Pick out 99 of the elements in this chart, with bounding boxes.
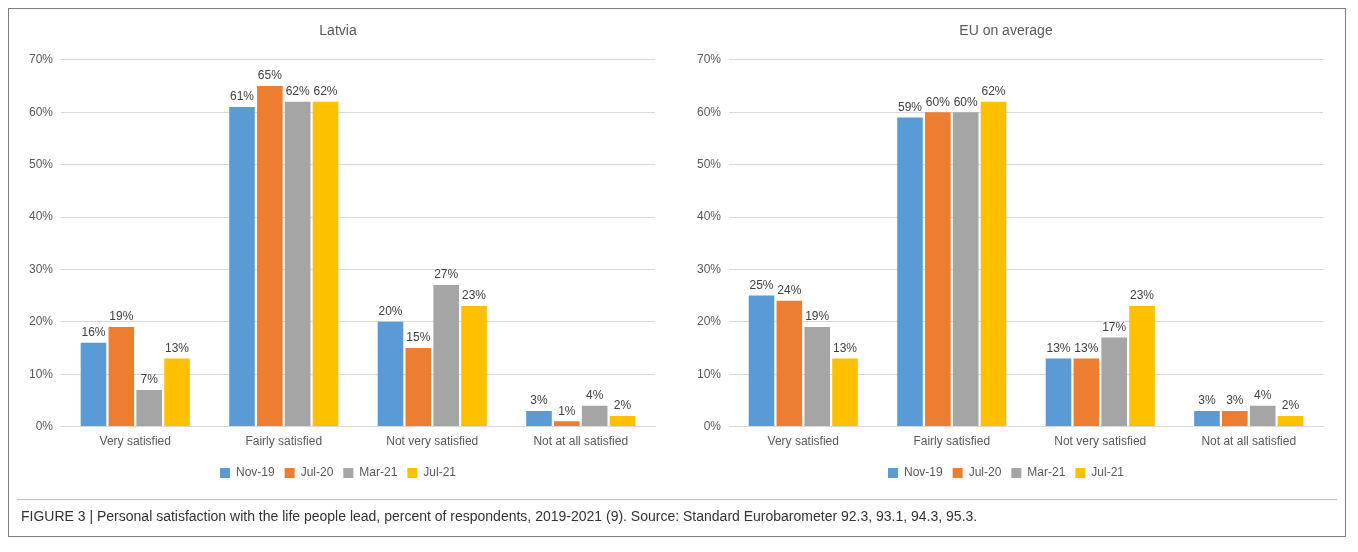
bar — [832, 358, 858, 427]
legend-label: Mar-21 — [359, 465, 398, 480]
x-tick-label: Fairly satisfied — [245, 434, 323, 449]
bar — [405, 348, 432, 427]
bar — [554, 421, 580, 427]
bar — [108, 327, 135, 427]
x-tick-label: Not very satisfied — [386, 434, 479, 449]
bar — [980, 101, 1007, 427]
data-label: 19% — [109, 309, 134, 324]
y-tick-label: 50% — [28, 156, 54, 171]
data-label: 19% — [805, 309, 830, 324]
bar — [609, 416, 636, 427]
bar — [1249, 405, 1276, 427]
bar — [581, 405, 608, 427]
y-tick-label: 30% — [28, 261, 54, 276]
y-tick-label: 0% — [703, 418, 722, 433]
legend-label: Jul-20 — [968, 465, 1002, 480]
x-tick-label: Very satisfied — [99, 434, 171, 449]
data-label: 13% — [1074, 340, 1099, 355]
y-tick-label: 10% — [696, 366, 722, 381]
data-label: 1% — [558, 403, 576, 418]
data-label: 61% — [229, 89, 255, 104]
bar — [164, 358, 190, 427]
bar — [433, 285, 459, 427]
y-tick-label: 70% — [696, 52, 722, 67]
bar — [526, 410, 552, 427]
data-label: 13% — [833, 340, 858, 355]
data-label: 23% — [462, 288, 487, 303]
bar — [136, 389, 162, 427]
bar — [229, 106, 255, 427]
data-label: 17% — [1102, 319, 1127, 334]
chart-title: Latvia — [319, 22, 357, 39]
legend-label: Jul-21 — [423, 465, 457, 480]
data-label: 3% — [530, 393, 548, 408]
data-label: 25% — [749, 277, 774, 292]
data-label: 60% — [953, 94, 979, 109]
data-label: 3% — [1226, 393, 1244, 408]
data-label: 2% — [1281, 398, 1300, 413]
data-label: 59% — [897, 99, 923, 114]
x-tick-label: Not at all satisfied — [1201, 434, 1297, 449]
chart-title: EU on average — [959, 22, 1053, 39]
data-label: 16% — [81, 325, 106, 340]
caption: FIGURE 3 | Personal satisfaction with the life people lead, percent of respondents, 2019-2021 (9). Source: Standard Eurobarometer 92.3, 93.1, 94.3, 95.3. — [21, 508, 979, 524]
legend-label: Jul-20 — [300, 465, 334, 480]
data-label: 62% — [313, 84, 338, 99]
data-label: 3% — [1198, 393, 1216, 408]
bar — [1045, 358, 1072, 427]
bar — [461, 306, 487, 427]
bar — [257, 86, 283, 427]
y-tick-label: 40% — [28, 209, 54, 224]
bar — [952, 112, 979, 427]
y-tick-label: 20% — [28, 314, 54, 329]
data-label: 65% — [257, 68, 283, 83]
bar — [1129, 306, 1155, 427]
data-label: 13% — [165, 340, 190, 355]
y-tick-label: 50% — [696, 156, 722, 171]
data-label: 27% — [434, 267, 459, 282]
data-label: 62% — [981, 84, 1006, 99]
bar — [1073, 358, 1100, 427]
y-tick-label: 30% — [696, 261, 722, 276]
data-label: 15% — [406, 330, 431, 345]
legend-label: Jul-21 — [1091, 465, 1125, 480]
bar — [897, 117, 923, 427]
y-tick-label: 40% — [696, 209, 722, 224]
data-label: 4% — [586, 387, 604, 402]
y-tick-label: 60% — [28, 104, 54, 119]
bar — [284, 101, 311, 427]
bar — [804, 327, 830, 427]
x-tick-label: Not at all satisfied — [533, 434, 629, 449]
bar — [1222, 410, 1248, 427]
data-label: 20% — [378, 304, 403, 319]
bar — [1277, 416, 1304, 427]
y-tick-label: 70% — [28, 52, 54, 67]
legend-label: Nov-19 — [903, 465, 943, 480]
bar — [1101, 337, 1127, 427]
y-tick-label: 0% — [35, 418, 54, 433]
bar — [312, 101, 339, 427]
x-tick-label: Very satisfied — [767, 434, 839, 449]
data-label: 24% — [777, 283, 802, 298]
data-label: 7% — [140, 372, 159, 387]
data-label: 23% — [1130, 288, 1155, 303]
legend-label: Nov-19 — [235, 465, 275, 480]
x-tick-label: Fairly satisfied — [913, 434, 991, 449]
y-tick-label: 60% — [696, 104, 722, 119]
data-label: 2% — [613, 398, 632, 413]
data-label: 13% — [1046, 340, 1071, 355]
y-tick-label: 20% — [696, 314, 722, 329]
bar — [80, 342, 107, 427]
x-tick-label: Not very satisfied — [1054, 434, 1147, 449]
bar — [377, 321, 404, 427]
legend-label: Mar-21 — [1027, 465, 1066, 480]
data-label: 60% — [925, 94, 951, 109]
bar — [748, 295, 775, 427]
data-label: 62% — [285, 84, 311, 99]
y-tick-label: 10% — [28, 366, 54, 381]
bar — [1194, 410, 1220, 427]
data-label: 4% — [1254, 387, 1272, 402]
bar — [925, 112, 951, 427]
bar — [776, 300, 803, 427]
